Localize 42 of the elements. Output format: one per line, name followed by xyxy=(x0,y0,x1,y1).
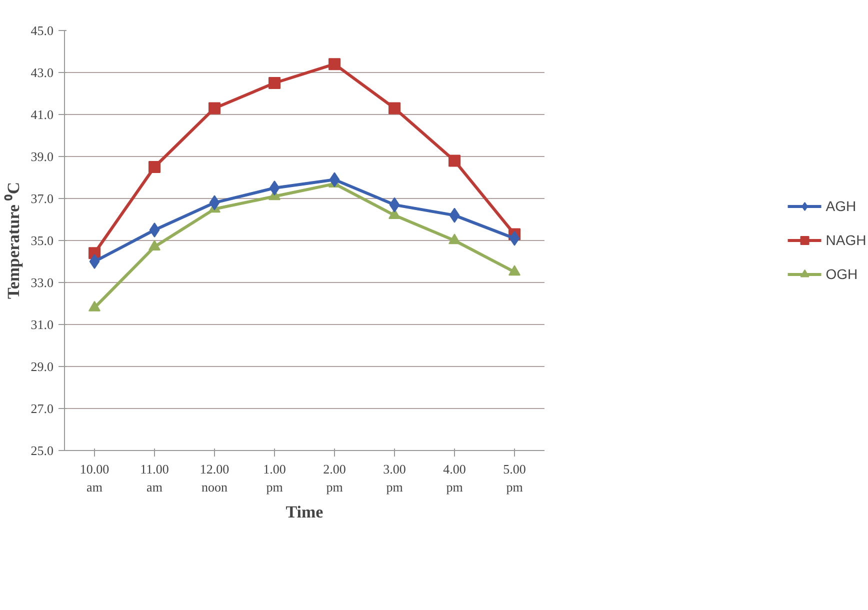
x-tick-label: 3.00 pm xyxy=(383,462,406,494)
x-tick-label: 12.00 noon xyxy=(200,462,230,494)
legend-label: NAGH xyxy=(826,232,866,248)
point xyxy=(448,154,460,167)
legend-label: AGH xyxy=(826,198,856,214)
point xyxy=(509,230,520,246)
point xyxy=(89,254,100,269)
point xyxy=(88,300,100,312)
x-tick-label: 4.00 pm xyxy=(443,462,466,494)
point xyxy=(208,102,220,114)
y-tick-label: 31.0 xyxy=(30,317,54,332)
x-axis-title: Time xyxy=(286,502,324,522)
point xyxy=(269,180,280,196)
point xyxy=(148,240,160,250)
point xyxy=(148,161,160,173)
point xyxy=(149,222,160,238)
point xyxy=(449,208,460,223)
point xyxy=(388,102,400,114)
y-axis-title: Temperature ⁰C xyxy=(4,182,23,299)
point xyxy=(329,172,340,188)
y-tick-label: 45.0 xyxy=(30,23,54,38)
point xyxy=(209,195,220,210)
y-tick-label: 29.0 xyxy=(30,359,54,374)
y-tick-label: 25.0 xyxy=(30,443,54,458)
point xyxy=(448,234,460,244)
legend-label: OGH xyxy=(826,266,858,282)
y-tick-label: 35.0 xyxy=(30,233,54,248)
point xyxy=(328,58,340,70)
point xyxy=(508,265,520,276)
point xyxy=(389,197,400,212)
x-tick-label: 11.00 am xyxy=(140,462,169,494)
y-tick-label: 43.0 xyxy=(30,65,54,80)
x-tick-label: 10.00 am xyxy=(80,462,110,494)
y-tick-label: 27.0 xyxy=(30,401,54,416)
y-tick-label: 39.0 xyxy=(30,149,54,164)
x-tick-label: 2.00 pm xyxy=(323,462,346,494)
y-tick-label: 41.0 xyxy=(30,107,54,122)
y-tick-label: 33.0 xyxy=(30,275,54,290)
x-tick-label: 5.00 pm xyxy=(503,462,526,494)
x-tick-label: 1.00 pm xyxy=(263,462,286,494)
point xyxy=(268,77,280,89)
y-tick-label: 37.0 xyxy=(30,191,54,206)
